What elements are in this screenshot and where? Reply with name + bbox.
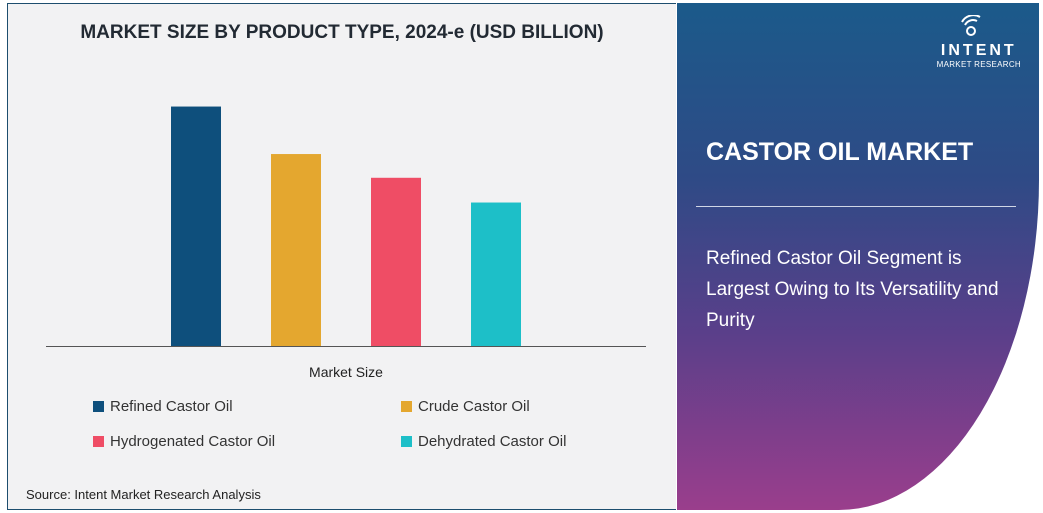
logo-name: INTENT <box>940 42 1017 59</box>
bar-dehydrated-castor-oil <box>471 202 521 346</box>
legend-label: Dehydrated Castor Oil <box>418 433 567 450</box>
bar-hydrogenated-castor-oil <box>371 177 421 346</box>
source-note: Source: Intent Market Research Analysis <box>26 487 261 502</box>
legend-swatch <box>401 401 412 412</box>
market-summary: Refined Castor Oil Segment is Largest Ow… <box>706 248 999 331</box>
signal-icon <box>960 14 981 36</box>
summary-panel: INTENT MARKET RESEARCH CASTOR OIL MARKET… <box>677 3 1039 510</box>
chart-title: MARKET SIZE BY PRODUCT TYPE, 2024-e (USD… <box>80 22 604 43</box>
legend-swatch <box>93 436 104 447</box>
legend-swatch <box>93 401 104 412</box>
legend-item: Hydrogenated Castor Oil <box>93 433 275 450</box>
legend-item: Refined Castor Oil <box>93 398 233 415</box>
bar-crude-castor-oil <box>271 154 321 346</box>
legend-item: Dehydrated Castor Oil <box>401 433 566 450</box>
legend-label: Hydrogenated Castor Oil <box>110 433 276 450</box>
divider <box>696 206 1016 207</box>
logo-subtitle: MARKET RESEARCH <box>936 60 1021 69</box>
intent-logo: INTENT MARKET RESEARCH <box>936 14 1021 69</box>
legend-label: Crude Castor Oil <box>418 398 530 415</box>
legend-swatch <box>401 436 412 447</box>
bar-refined-castor-oil <box>171 106 221 347</box>
chart-panel: MARKET SIZE BY PRODUCT TYPE, 2024-e (USD… <box>7 3 676 510</box>
bar-chart <box>46 106 646 347</box>
market-title: CASTOR OIL MARKET <box>706 138 974 166</box>
legend-item: Crude Castor Oil <box>401 398 530 415</box>
legend-label: Refined Castor Oil <box>110 398 233 415</box>
x-axis-label: Market Size <box>309 364 383 380</box>
